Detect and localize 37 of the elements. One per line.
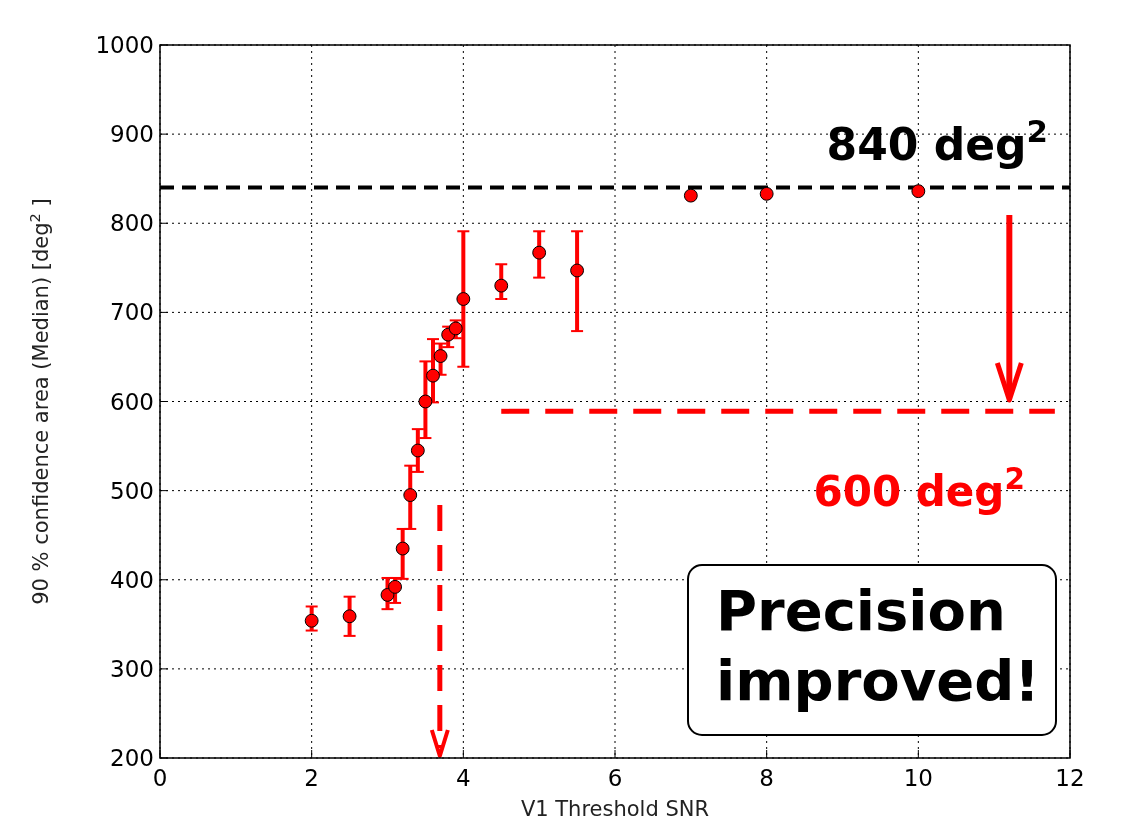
x-tick-label: 8 [759,765,774,791]
x-tick-label: 12 [1055,765,1085,791]
y-tick-label: 1000 [95,32,154,58]
y-tick-label: 300 [110,655,154,682]
point [410,443,425,458]
point [433,349,448,363]
point [570,263,585,278]
point [448,321,463,336]
y-tick-label: 800 [110,210,154,237]
point [304,613,319,628]
point [388,579,403,594]
point [395,541,410,556]
y-tick-label: 700 [110,299,154,326]
point [683,188,698,203]
y-tick-label: 500 [110,477,154,504]
point [403,488,418,502]
ref-line-label: 840 deg$^{2}$ [826,112,1048,170]
x-tick-label: 4 [456,765,471,791]
y-tick-label: 600 [110,388,154,415]
x-tick-label: 10 [903,765,933,791]
point [456,292,471,306]
annotation: Precision improved! [716,578,1040,713]
point [426,368,440,383]
series-label: 600 deg$^{2}$ [813,462,1025,517]
y-tick-label: 400 [110,566,154,593]
x-tick-label: 0 [152,765,168,791]
x-tick-label: 2 [304,765,319,791]
point [342,609,357,624]
point [532,245,547,260]
x-axis-title: V1 Threshold SNR [520,797,710,821]
y-tick-label: 200 [110,745,154,771]
point [418,394,433,409]
point [911,184,926,199]
y-tick-label: 900 [110,121,154,148]
point [494,278,509,293]
point [759,186,774,201]
x-tick-label: 6 [607,765,623,791]
